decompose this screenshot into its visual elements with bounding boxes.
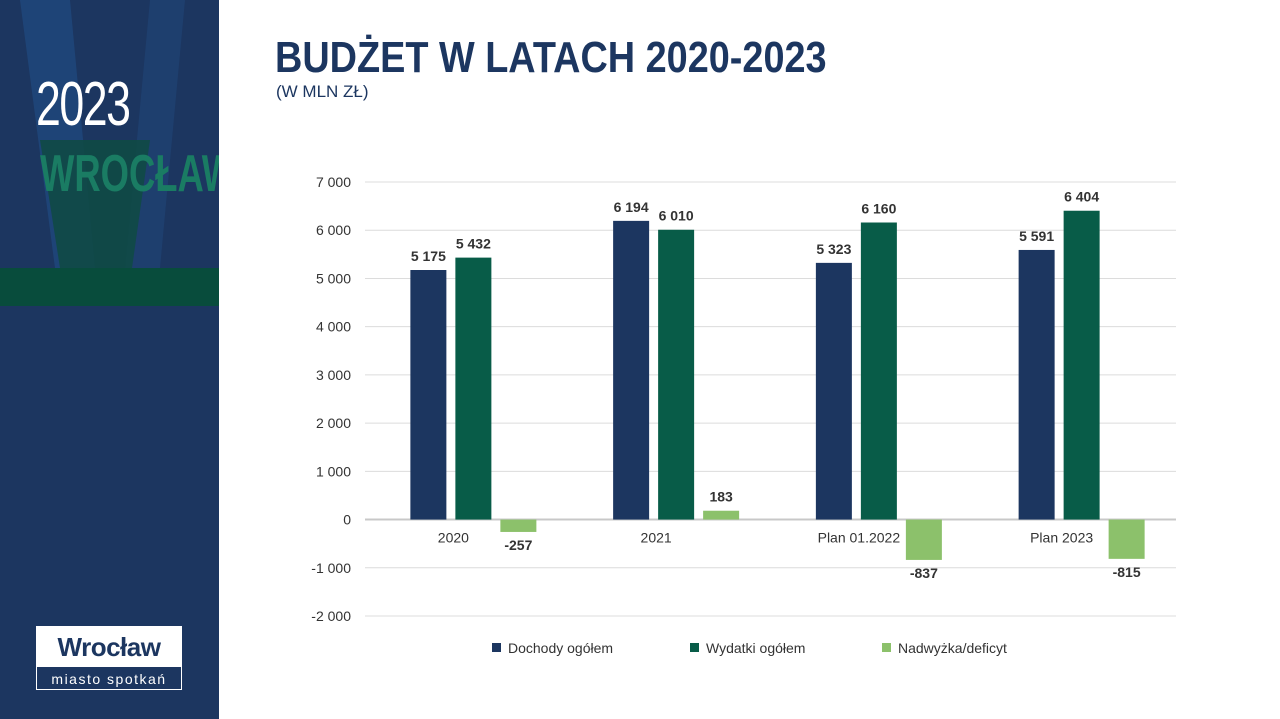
bars: [410, 210, 1145, 560]
sidebar-decoration: [0, 0, 219, 306]
bar: [613, 220, 650, 520]
y-tick-label: -1 000: [311, 560, 351, 576]
legend-swatch: [492, 643, 501, 652]
bar: [455, 257, 492, 520]
category-label: 2020: [438, 530, 469, 546]
bar: [905, 519, 942, 560]
page-subtitle: (W MLN ZŁ): [276, 82, 369, 101]
y-tick-label: 2 000: [316, 415, 351, 431]
legend-swatch: [690, 643, 699, 652]
data-label: 5 175: [411, 248, 446, 264]
logo-name: Wrocław: [37, 627, 181, 667]
data-label: 6 194: [614, 199, 649, 215]
bar: [1108, 519, 1145, 559]
city-label: WROCŁAW: [40, 145, 219, 203]
legend: Dochody ogółem Wydatki ogółem Nadwyżka/def…: [492, 640, 1007, 656]
sidebar: 2023 WROCŁAW Wrocław miasto spotkań: [0, 0, 219, 719]
y-tick-label: 4 000: [316, 319, 351, 335]
logo-tagline: miasto spotkań: [51, 671, 167, 687]
y-tick-label: -2 000: [311, 608, 351, 624]
bar: [703, 510, 740, 520]
page-title: BUDŻET W LATACH 2020-2023: [275, 33, 827, 82]
category-label: Plan 01.2022: [818, 530, 901, 546]
data-label: 5 323: [816, 241, 851, 257]
data-label: 183: [709, 489, 733, 505]
wroclaw-logo: Wrocław miasto spotkań: [36, 626, 182, 690]
y-tick-label: 7 000: [316, 174, 351, 190]
legend-swatch: [882, 643, 891, 652]
data-label: 6 404: [1064, 189, 1099, 205]
bar: [1063, 210, 1100, 520]
bar: [1018, 249, 1055, 520]
bar: [860, 222, 897, 520]
y-tick-label: 5 000: [316, 270, 351, 286]
y-tick-label: 1 000: [316, 463, 351, 479]
bar: [815, 262, 852, 520]
category-label: 2021: [641, 530, 672, 546]
data-label: -257: [504, 537, 532, 553]
data-label: -837: [910, 565, 938, 581]
bar: [658, 229, 695, 520]
bar: [410, 270, 447, 520]
legend-label: Dochody ogółem: [508, 640, 613, 656]
y-tick-label: 3 000: [316, 367, 351, 383]
legend-label: Nadwyżka/deficyt: [898, 640, 1007, 656]
data-label: -815: [1113, 564, 1141, 580]
legend-label: Wydatki ogółem: [706, 640, 805, 656]
data-label: 5 591: [1019, 228, 1054, 244]
y-tick-label: 0: [343, 512, 351, 528]
labels: 7 000 6 000 5 000 4 000 3 000 2 000 1 000 0 -1 0…: [311, 174, 1141, 624]
bar: [500, 519, 537, 532]
data-label: 5 432: [456, 236, 491, 252]
year-label: 2023: [36, 70, 131, 139]
category-label: Plan 2023: [1030, 530, 1093, 546]
y-tick-label: 6 000: [316, 222, 351, 238]
data-label: 6 010: [659, 208, 694, 224]
data-label: 6 160: [861, 201, 896, 217]
